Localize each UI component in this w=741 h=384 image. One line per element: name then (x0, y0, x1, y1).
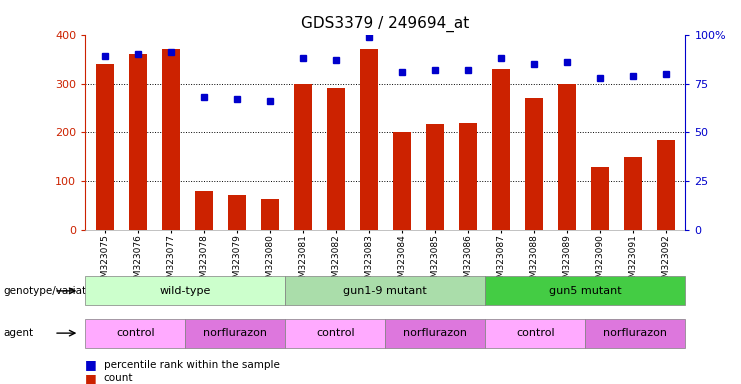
Title: GDS3379 / 249694_at: GDS3379 / 249694_at (301, 16, 470, 32)
Bar (492, 69, 510, 230)
Bar (360, 49, 378, 230)
Bar (558, 84, 576, 230)
Bar (293, 84, 312, 230)
Text: control: control (116, 328, 155, 338)
Text: norflurazon: norflurazon (603, 328, 668, 338)
Bar (96, 64, 114, 230)
Text: count: count (104, 373, 133, 383)
Text: genotype/variation: genotype/variation (4, 286, 103, 296)
Text: wild-type: wild-type (159, 286, 211, 296)
Bar (426, 124, 444, 230)
Text: control: control (316, 328, 355, 338)
Bar (525, 98, 543, 230)
Bar (195, 191, 213, 230)
Bar (393, 131, 411, 230)
Text: ■: ■ (85, 358, 97, 371)
Bar (657, 140, 675, 230)
Bar (261, 199, 279, 230)
Text: percentile rank within the sample: percentile rank within the sample (104, 360, 279, 370)
Text: norflurazon: norflurazon (403, 328, 468, 338)
Text: agent: agent (4, 328, 34, 338)
Bar (591, 167, 609, 230)
Text: ■: ■ (85, 372, 97, 384)
Text: control: control (516, 328, 555, 338)
Bar (129, 54, 147, 230)
Bar (459, 123, 477, 230)
Text: norflurazon: norflurazon (203, 328, 268, 338)
Bar (624, 157, 642, 230)
Bar (327, 88, 345, 230)
Text: gun1-9 mutant: gun1-9 mutant (343, 286, 428, 296)
Bar (162, 49, 180, 230)
Bar (227, 195, 246, 230)
Text: gun5 mutant: gun5 mutant (549, 286, 622, 296)
